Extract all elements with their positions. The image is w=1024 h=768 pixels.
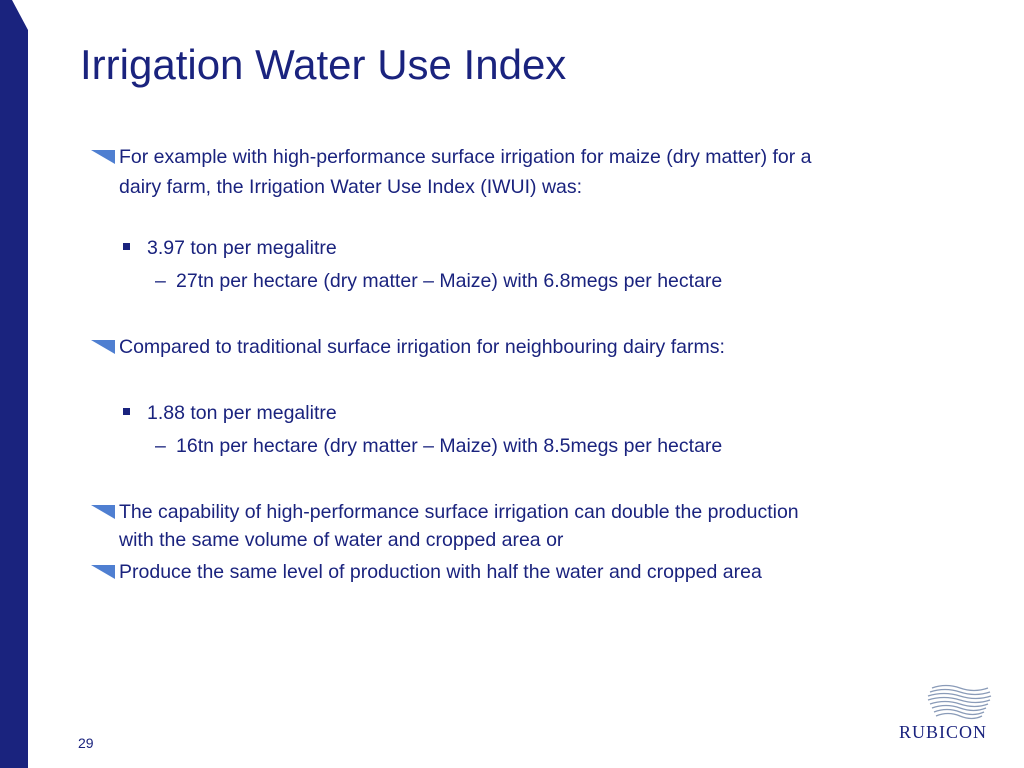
bullet-3-line-2: with the same volume of water and croppe… xyxy=(119,529,564,551)
page-number: 29 xyxy=(78,735,94,751)
triangle-bullet-icon xyxy=(91,150,115,164)
bullet-4: Produce the same level of production wit… xyxy=(119,561,762,583)
bullet-2-subsub: 16tn per hectare (dry matter – Maize) wi… xyxy=(176,435,723,457)
dash-bullet: – xyxy=(155,270,166,292)
triangle-bullet-icon xyxy=(91,340,115,354)
slide-title: Irrigation Water Use Index xyxy=(80,41,567,88)
wave-lines-icon xyxy=(927,684,992,720)
triangle-bullet-icon xyxy=(91,505,115,519)
bullet-1-sub: 3.97 ton per megalitre xyxy=(147,237,337,259)
triangle-bullet-icon xyxy=(91,565,115,579)
square-bullet-icon xyxy=(123,243,130,250)
left-decorative-band xyxy=(0,0,28,768)
bullet-2: Compared to traditional surface irrigati… xyxy=(119,336,725,358)
bullet-2-sub: 1.88 ton per megalitre xyxy=(147,402,337,424)
bullet-1-line-2: dairy farm, the Irrigation Water Use Ind… xyxy=(119,176,583,198)
rubicon-logo: RUBICON xyxy=(888,682,998,748)
logo-text: RUBICON xyxy=(898,722,987,742)
bullet-1-line-1: For example with high-performance surfac… xyxy=(119,146,812,168)
dash-bullet: – xyxy=(155,435,166,457)
square-bullet-icon xyxy=(123,408,130,415)
bullet-1-subsub: 27tn per hectare (dry matter – Maize) wi… xyxy=(176,270,723,292)
bullet-3-line-1: The capability of high-performance surfa… xyxy=(119,501,799,523)
